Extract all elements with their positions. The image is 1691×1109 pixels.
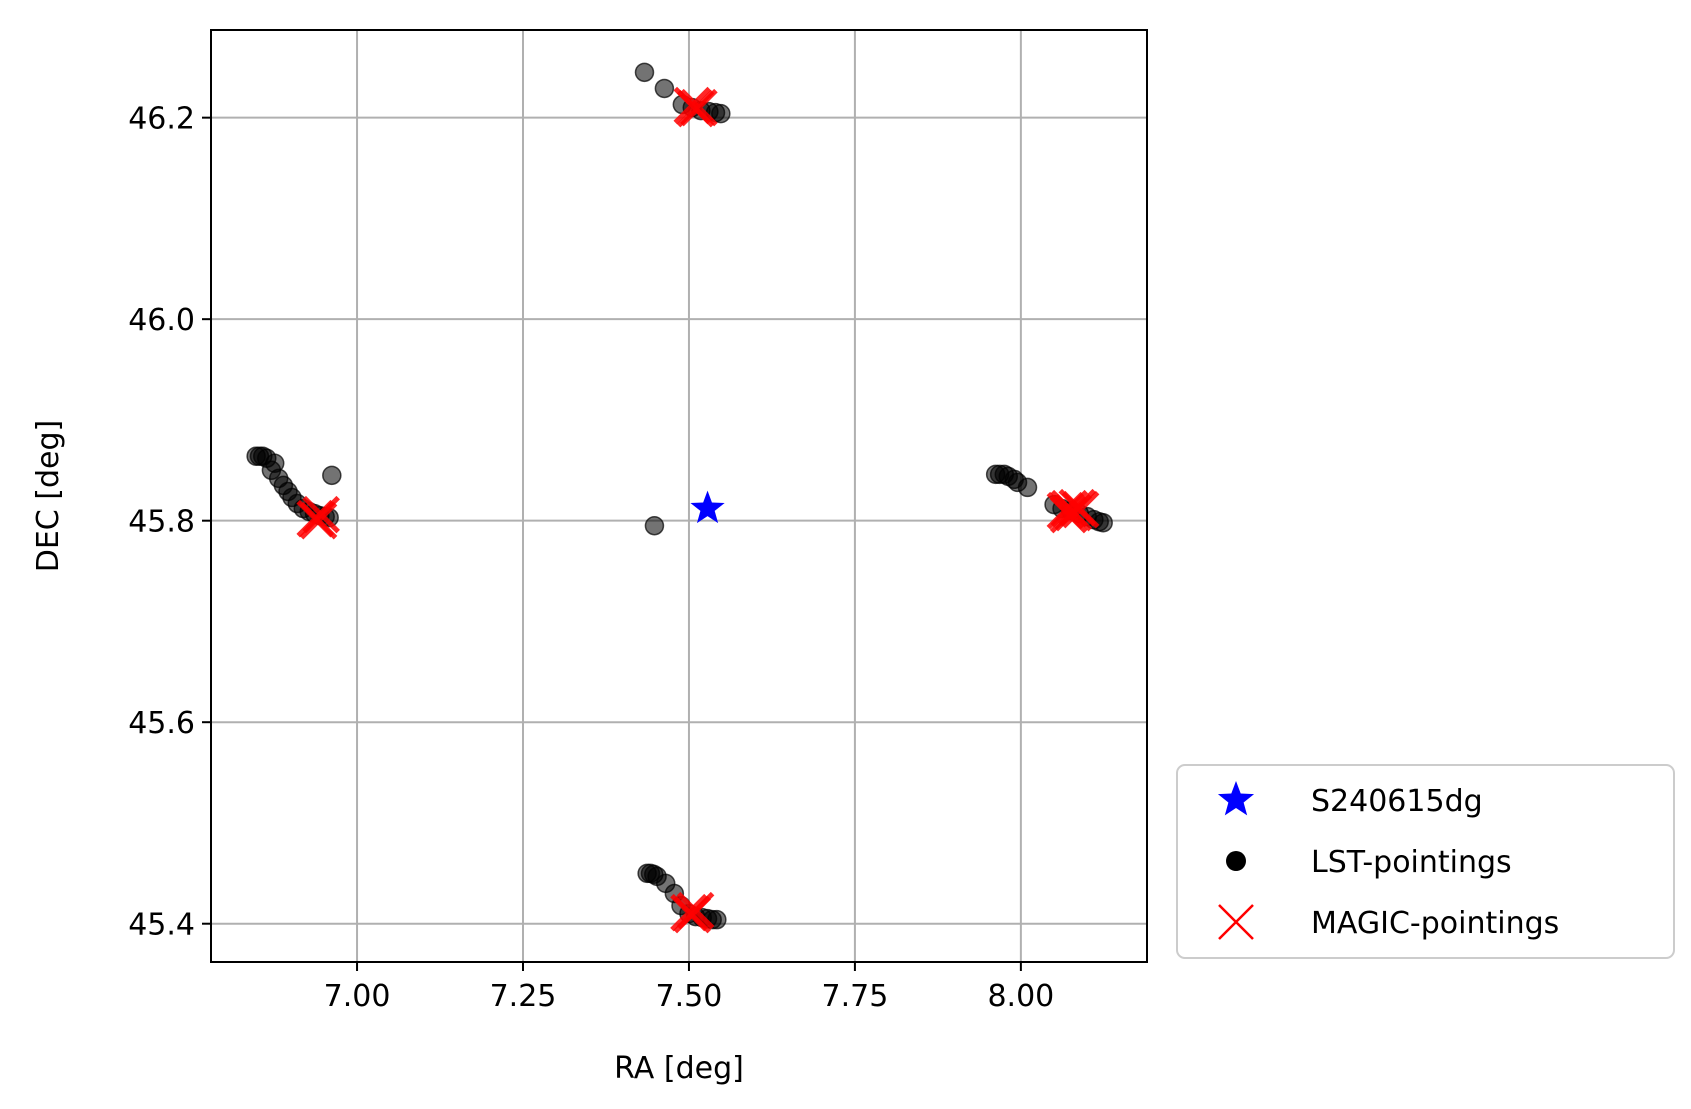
x-tick-label: 7.00 xyxy=(324,979,391,1014)
x-tick-label: 7.50 xyxy=(656,979,723,1014)
y-axis-label: DEC [deg] xyxy=(31,420,66,573)
magic-pointing-point xyxy=(1049,495,1088,534)
legend-entry-source-label: S240615dg xyxy=(1311,784,1483,819)
x-tick-label: 8.00 xyxy=(987,979,1054,1014)
y-tick-label: 46.2 xyxy=(128,102,195,137)
lst-pointing-point xyxy=(644,515,665,536)
legend: S240615dg LST-pointings MAGIC-pointings xyxy=(1176,764,1675,959)
magic-pointing-point xyxy=(676,891,715,930)
lst-pointing-point xyxy=(634,62,655,83)
source-star-point xyxy=(690,490,725,524)
y-tick-label: 46.0 xyxy=(128,303,195,338)
legend-star-icon xyxy=(1217,781,1255,816)
x-axis-ticks: 7.00 7.25 7.50 7.75 8.00 xyxy=(324,962,1054,1014)
legend-entry-lst-label: LST-pointings xyxy=(1311,845,1512,880)
x-tick-label: 7.25 xyxy=(490,979,557,1014)
legend-box xyxy=(1176,764,1675,959)
data-points xyxy=(246,62,1113,934)
magic-pointing-point xyxy=(1061,490,1100,529)
plot-frame xyxy=(210,29,1148,963)
legend-x-icon xyxy=(1218,904,1254,940)
y-axis-ticks: 45.4 45.6 45.8 46.0 46.2 xyxy=(128,102,211,943)
y-tick-label: 45.8 xyxy=(128,505,195,540)
y-tick-label: 45.4 xyxy=(128,908,195,943)
x-axis-label: RA [deg] xyxy=(614,1051,744,1086)
lst-pointing-point xyxy=(711,103,731,124)
x-tick-label: 7.75 xyxy=(822,979,889,1014)
lst-pointing-point xyxy=(654,78,675,99)
y-tick-label: 45.6 xyxy=(128,706,195,741)
magic-pointing-point xyxy=(302,495,340,534)
legend-circle-icon xyxy=(1226,851,1246,871)
legend-entry-magic-label: MAGIC-pointings xyxy=(1311,906,1559,941)
magic-pointing-point xyxy=(680,88,718,127)
lst-pointing-point xyxy=(322,465,342,486)
lst-pointing-point xyxy=(1017,477,1038,498)
